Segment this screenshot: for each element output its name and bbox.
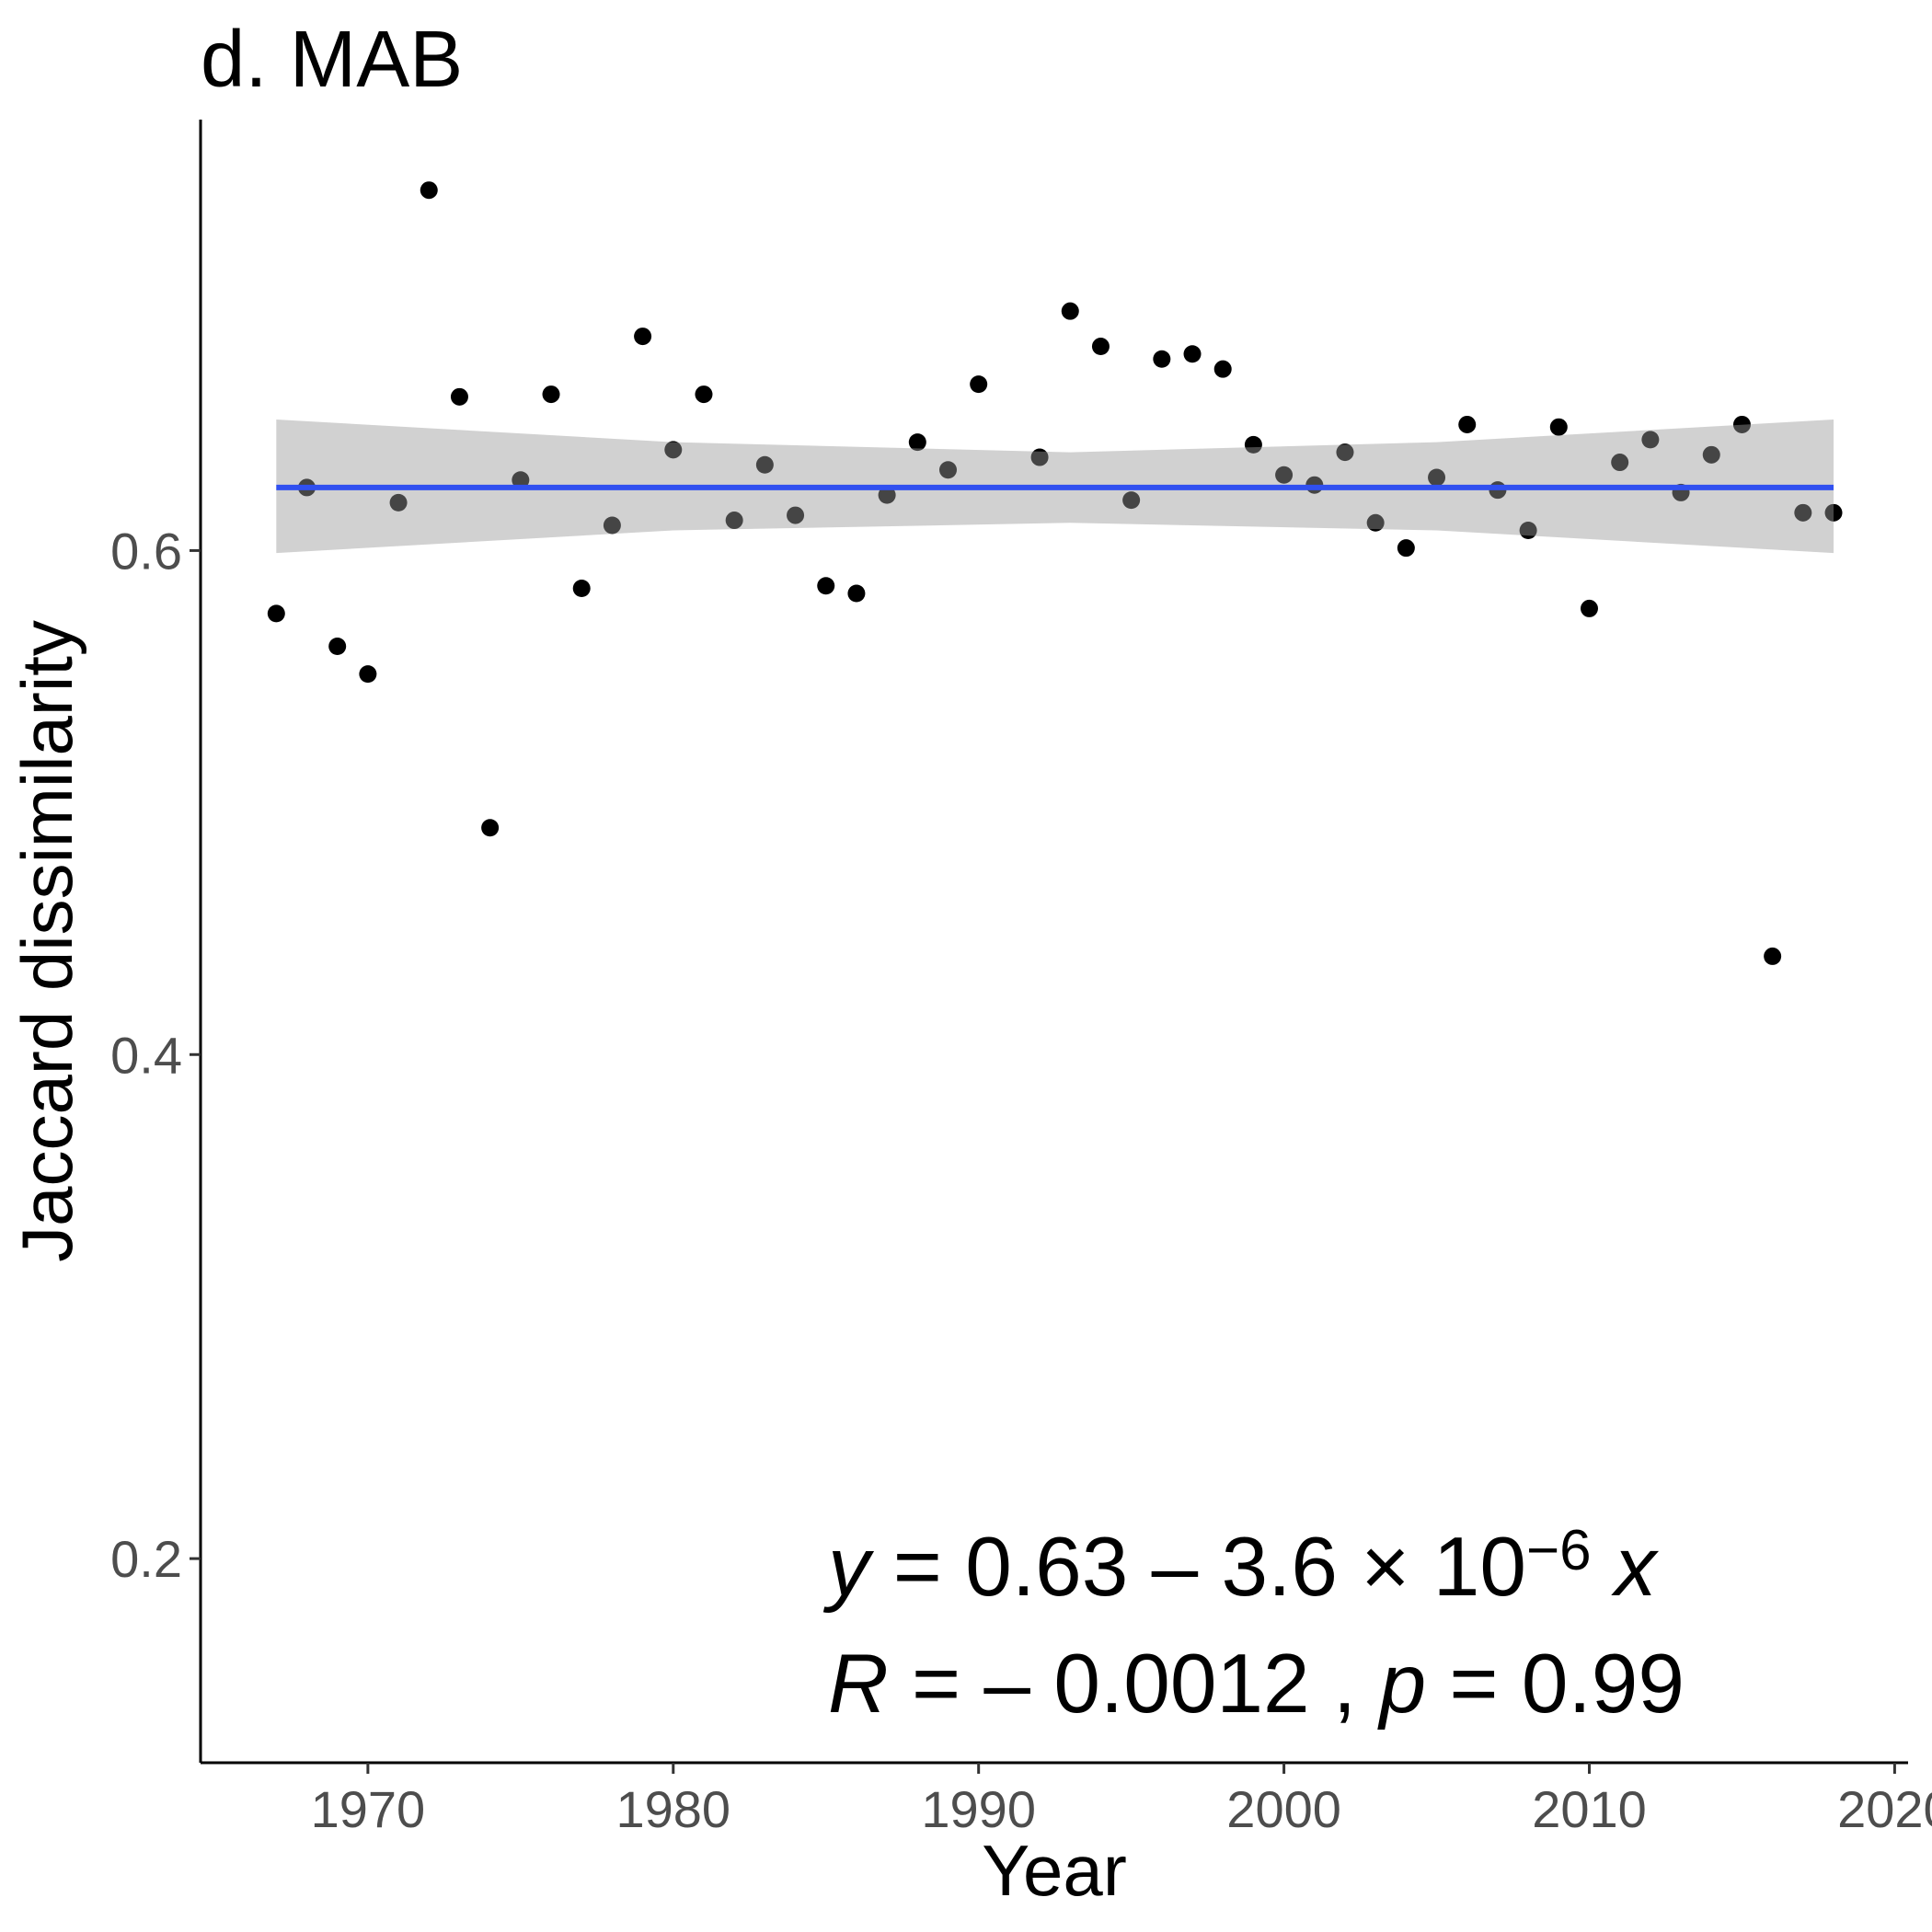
point — [787, 506, 805, 524]
point — [847, 584, 866, 603]
point — [817, 577, 835, 595]
x-axis-title: Year — [982, 1830, 1127, 1911]
point — [1153, 350, 1171, 368]
point — [634, 328, 652, 346]
point — [1824, 503, 1843, 522]
point — [359, 665, 377, 684]
point — [1794, 503, 1812, 522]
stats-part: p — [1377, 1638, 1427, 1731]
point — [1183, 345, 1202, 363]
point — [695, 385, 713, 404]
point — [1611, 454, 1629, 472]
point — [328, 638, 347, 656]
y-tick-label: 0.6 — [110, 522, 182, 580]
point — [1702, 445, 1720, 464]
x-tick-label: 1980 — [615, 1780, 730, 1838]
point — [267, 604, 285, 623]
x-tick-label: 1990 — [921, 1780, 1036, 1838]
point — [1458, 415, 1477, 433]
point — [878, 486, 896, 504]
point — [603, 516, 621, 535]
y-tick-label: 0.4 — [110, 1026, 182, 1084]
chart-title: d. MAB — [201, 15, 463, 104]
point — [389, 493, 408, 512]
point — [1641, 431, 1660, 449]
equation-part: −6 — [1526, 1519, 1592, 1582]
point — [1428, 468, 1446, 487]
point — [1580, 599, 1598, 617]
point — [1764, 947, 1782, 965]
point — [1061, 302, 1079, 320]
point — [572, 580, 591, 598]
point — [1091, 338, 1110, 356]
point — [1336, 443, 1354, 462]
y-axis-title: Jaccard dissimilarity — [6, 620, 87, 1262]
point — [755, 455, 774, 474]
point — [908, 433, 926, 452]
x-tick-label: 2000 — [1226, 1780, 1341, 1838]
equation-part: y — [822, 1521, 875, 1614]
point — [1366, 513, 1385, 532]
point — [1030, 448, 1049, 466]
point — [1732, 415, 1751, 433]
point — [420, 181, 438, 200]
equation-part: = 0.63 – 3.6 × 10 — [870, 1521, 1526, 1614]
stats-part: = 0.99 — [1426, 1638, 1685, 1731]
x-tick-label: 2010 — [1532, 1780, 1647, 1838]
x-tick-label: 1970 — [311, 1780, 426, 1838]
point — [938, 461, 957, 479]
point — [512, 471, 530, 489]
point — [542, 385, 560, 404]
point — [725, 512, 743, 530]
equation: y = 0.63 – 3.6 × 10−6 x — [822, 1519, 1660, 1614]
point — [1122, 491, 1141, 510]
stats-part: R — [828, 1638, 889, 1731]
point — [1549, 418, 1568, 436]
point — [1213, 360, 1232, 378]
point — [970, 375, 988, 394]
point — [450, 387, 468, 406]
equation-part: x — [1592, 1521, 1660, 1614]
point — [1519, 522, 1537, 539]
y-tick-label: 0.2 — [110, 1530, 182, 1588]
stats-part: = – 0.0012 , — [889, 1638, 1380, 1731]
point — [481, 819, 500, 837]
point — [1244, 435, 1262, 454]
stats: R = – 0.0012 , p = 0.99 — [828, 1638, 1685, 1731]
x-tick-label: 2020 — [1837, 1780, 1932, 1838]
point — [664, 441, 683, 459]
point — [1275, 466, 1294, 484]
point — [1397, 539, 1415, 558]
